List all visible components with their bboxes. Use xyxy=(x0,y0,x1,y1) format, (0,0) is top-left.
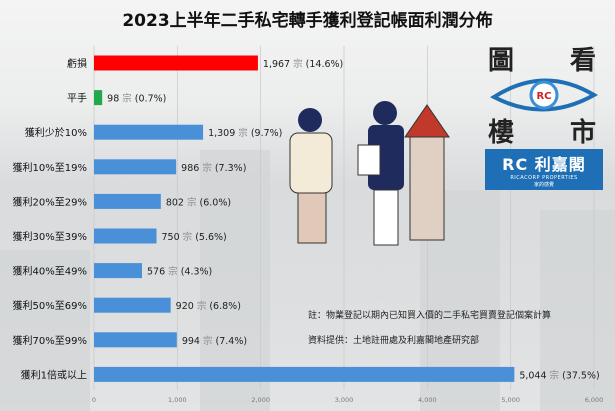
category-label: 獲利1倍或以上 xyxy=(21,368,87,381)
svg-text:RC: RC xyxy=(536,91,551,102)
category-label: 虧損 xyxy=(67,57,87,70)
brand-logo: RC 利嘉閣 RICACORP PROPERTIES 家的感覺 xyxy=(485,149,603,190)
bar xyxy=(94,228,157,244)
eye-logo-icon: RC xyxy=(490,78,598,112)
value-label: 802 宗 (6.0%) xyxy=(166,196,231,208)
value-label: 98 宗 (0.7%) xyxy=(107,93,166,105)
data-source: 資料提供：土地註冊處及利嘉閣地產研究部 xyxy=(308,336,480,346)
category-label: 獲利40%至49% xyxy=(13,265,87,278)
value-label: 994 宗 (7.4%) xyxy=(182,335,247,347)
chart-title: 2023上半年二手私宅轉手獲利登記帳面利潤分佈 xyxy=(122,11,493,31)
category-label: 獲利30%至39% xyxy=(13,230,87,243)
bar xyxy=(94,263,142,279)
category-label: 獲利少於10% xyxy=(25,126,87,139)
x-tick-label: 0 xyxy=(92,396,96,404)
bar xyxy=(94,55,258,71)
x-tick-label: 2,000 xyxy=(251,396,270,404)
value-label: 5,044 宗 (37.5%) xyxy=(519,369,599,381)
people-illustration xyxy=(289,101,450,246)
value-label: 986 宗 (7.3%) xyxy=(181,162,246,174)
value-label: 1,967 宗 (14.6%) xyxy=(263,58,343,70)
bar xyxy=(94,366,515,382)
bar xyxy=(94,193,161,209)
bar xyxy=(94,124,204,140)
value-label: 576 宗 (4.3%) xyxy=(147,266,212,278)
x-tick-label: 4,000 xyxy=(418,396,437,404)
x-tick-label: 3,000 xyxy=(335,396,354,404)
category-label: 獲利50%至69% xyxy=(13,299,87,312)
logo: 圖 看 RC 樓 市 xyxy=(484,40,604,190)
bar xyxy=(94,90,103,106)
bar xyxy=(94,159,177,175)
value-label: 920 宗 (6.8%) xyxy=(176,300,241,312)
footnote: 註：物業登記以期內已知買入價的二手私宅買賣登記個案計算 xyxy=(308,311,552,321)
bar xyxy=(94,332,177,348)
x-tick-label: 6,000 xyxy=(585,396,604,404)
category-label: 獲利10%至19% xyxy=(13,161,87,174)
x-tick-label: 1,000 xyxy=(168,396,187,404)
bar xyxy=(94,297,171,313)
category-label: 獲利20%至29% xyxy=(13,195,87,208)
value-label: 1,309 宗 (9.7%) xyxy=(208,127,282,139)
x-tick-label: 5,000 xyxy=(501,396,520,404)
category-label: 平手 xyxy=(67,92,87,105)
category-label: 獲利70%至99% xyxy=(13,334,87,347)
value-label: 750 宗 (5.6%) xyxy=(162,231,227,243)
